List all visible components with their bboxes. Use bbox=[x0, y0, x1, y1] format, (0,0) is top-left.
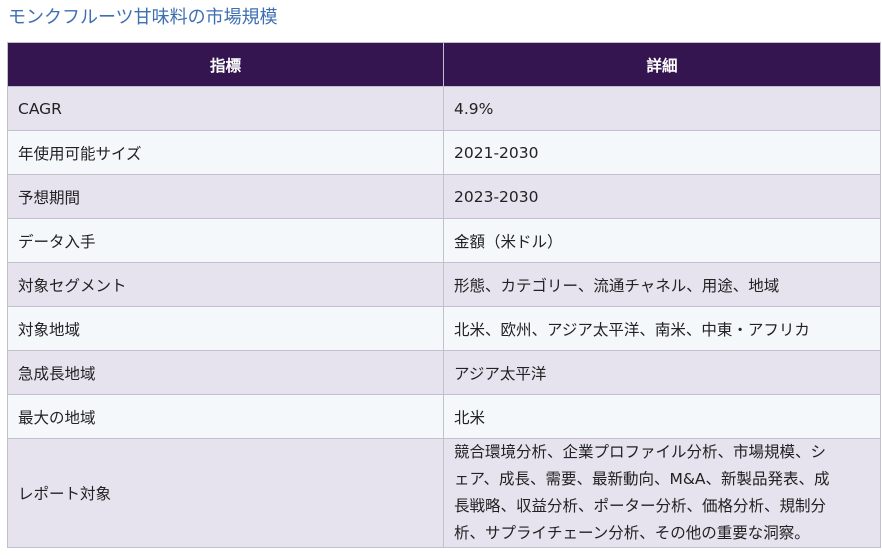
row-value: 北米 bbox=[443, 394, 881, 439]
column-header-detail: 詳細 bbox=[443, 42, 881, 87]
row-value: 形態、カテゴリー、流通チャネル、用途、地域 bbox=[443, 262, 881, 307]
table-row: 対象地域 北米、欧州、アジア太平洋、南米、中東・アフリカ bbox=[7, 306, 881, 351]
value-line: 長戦略、収益分析、ポーター分析、価格分析、規制分 bbox=[454, 497, 827, 515]
value-line: ェア、成長、需要、最新動向、M&A、新製品発表、成 bbox=[454, 470, 830, 488]
value-line: 析、サプライチェーン分析、その他の重要な洞察。 bbox=[454, 524, 810, 542]
table-row: レポート対象 競合環境分析、企業プロファイル分析、市場規模、シ ェア、成長、需要… bbox=[7, 438, 881, 548]
row-label: 最大の地域 bbox=[7, 394, 444, 439]
row-label: 年使用可能サイズ bbox=[7, 130, 444, 175]
market-size-table: 指標 詳細 CAGR 4.9% 年使用可能サイズ 2021-2030 予想期間 … bbox=[7, 42, 881, 548]
table-row: 対象セグメント 形態、カテゴリー、流通チャネル、用途、地域 bbox=[7, 262, 881, 307]
row-value: 金額（米ドル） bbox=[443, 218, 881, 263]
row-value: 2023-2030 bbox=[443, 174, 881, 219]
row-label: 予想期間 bbox=[7, 174, 444, 219]
value-line: 競合環境分析、企業プロファイル分析、市場規模、シ bbox=[454, 443, 827, 461]
table-row: CAGR 4.9% bbox=[7, 86, 881, 131]
table-row: 最大の地域 北米 bbox=[7, 394, 881, 439]
table-row: データ入手 金額（米ドル） bbox=[7, 218, 881, 263]
table-row: 年使用可能サイズ 2021-2030 bbox=[7, 130, 881, 175]
row-value-multiline: 競合環境分析、企業プロファイル分析、市場規模、シ ェア、成長、需要、最新動向、M… bbox=[443, 438, 881, 548]
table-row: 予想期間 2023-2030 bbox=[7, 174, 881, 219]
table-row: 急成長地域 アジア太平洋 bbox=[7, 350, 881, 395]
row-label: データ入手 bbox=[7, 218, 444, 263]
row-value: 北米、欧州、アジア太平洋、南米、中東・アフリカ bbox=[443, 306, 881, 351]
row-value: アジア太平洋 bbox=[443, 350, 881, 395]
page-title: モンクフルーツ甘味料の市場規模 bbox=[8, 7, 278, 28]
row-value: 2021-2030 bbox=[443, 130, 881, 175]
row-label: レポート対象 bbox=[7, 438, 444, 548]
row-label: 対象セグメント bbox=[7, 262, 444, 307]
row-label: 対象地域 bbox=[7, 306, 444, 351]
row-label: CAGR bbox=[7, 86, 444, 131]
row-value: 4.9% bbox=[443, 86, 881, 131]
row-label: 急成長地域 bbox=[7, 350, 444, 395]
table-header-row: 指標 詳細 bbox=[7, 42, 881, 87]
column-header-metric: 指標 bbox=[7, 42, 444, 87]
